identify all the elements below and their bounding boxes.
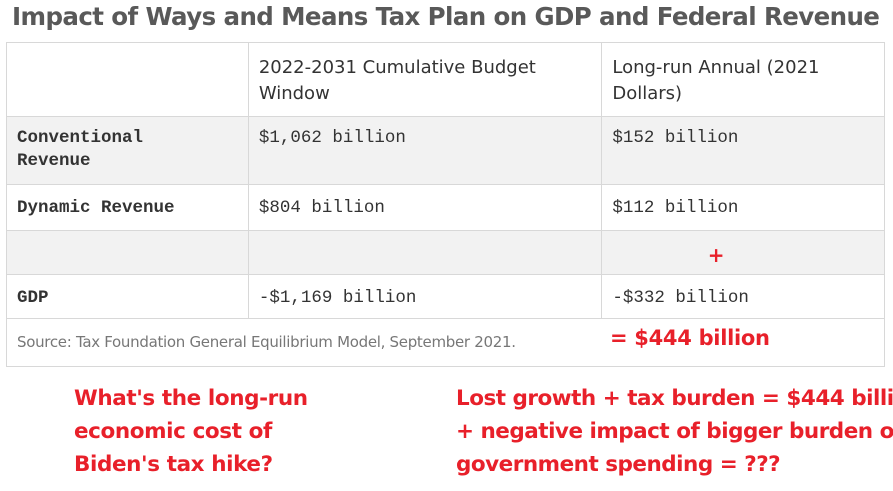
question-line-1: What's the long-run (74, 386, 308, 411)
gdp-long-run-value: -$332 billion (612, 288, 749, 308)
page-title: Impact of Ways and Means Tax Plan on GDP… (12, 2, 880, 31)
source-cell: Source: Tax Foundation General Equilibri… (6, 318, 885, 367)
conventional-budget-window-value: $1,062 billion (258, 128, 406, 148)
source-row: Source: Tax Foundation General Equilibri… (6, 318, 885, 367)
table-row: GDP -$1,169 billion -$332 billion (6, 274, 885, 319)
plus-annotation: + (707, 243, 725, 267)
header-cell-long-run: Long-run Annual (2021 Dollars) (601, 42, 885, 117)
long-run-cell: -$332 billion (601, 274, 885, 319)
row-label-dynamic: Dynamic Revenue (17, 198, 175, 218)
row-label-cell: Dynamic Revenue (6, 184, 249, 231)
long-run-cell: $152 billion (601, 116, 885, 185)
conventional-long-run-value: $152 billion (612, 128, 739, 148)
answer-annotation: Lost growth + tax burden = $444 billion … (456, 382, 893, 481)
gdp-budget-window-value: -$1,169 billion (258, 288, 417, 308)
table-row: + (6, 230, 885, 275)
row-label-conventional-line-1: Conventional (17, 128, 144, 148)
header-long-run-line-1: Long-run Annual (2021 (612, 57, 820, 78)
row-label-cell: Conventional Revenue (6, 116, 249, 185)
table-row: Dynamic Revenue $804 billion $112 billio… (6, 184, 885, 231)
header-cell-budget-window: 2022-2031 Cumulative Budget Window (247, 42, 603, 117)
source-note: Source: Tax Foundation General Equilibri… (17, 333, 516, 351)
header-cell-empty (6, 42, 249, 117)
budget-window-cell (247, 230, 603, 275)
row-label-cell (6, 230, 249, 275)
dynamic-budget-window-value: $804 billion (258, 198, 385, 218)
question-line-2: economic cost of (74, 419, 272, 444)
tax-impact-table: 2022-2031 Cumulative Budget Window Long-… (6, 42, 885, 367)
long-run-cell: + (601, 230, 885, 275)
row-label-conventional-line-2: Revenue (17, 151, 91, 171)
total-annotation: = $444 billion (610, 326, 770, 350)
header-budget-window-line-2: Window (258, 83, 330, 104)
dynamic-long-run-value: $112 billion (612, 198, 739, 218)
budget-window-cell: -$1,169 billion (247, 274, 603, 319)
answer-line-3: government spending = ??? (456, 452, 781, 477)
header-long-run-line-2: Dollars) (612, 83, 683, 104)
budget-window-cell: $804 billion (247, 184, 603, 231)
header-budget-window-line-1: 2022-2031 Cumulative Budget (258, 57, 536, 78)
long-run-cell: $112 billion (601, 184, 885, 231)
table-header-row: 2022-2031 Cumulative Budget Window Long-… (6, 42, 885, 117)
row-label-gdp: GDP (17, 288, 49, 308)
question-annotation: What's the long-run economic cost of Bid… (74, 382, 308, 481)
answer-line-2: + negative impact of bigger burden of (456, 419, 893, 444)
table-row: Conventional Revenue $1,062 billion $152… (6, 116, 885, 185)
question-line-3: Biden's tax hike? (74, 452, 273, 477)
row-label-cell: GDP (6, 274, 249, 319)
answer-line-1: Lost growth + tax burden = $444 billion (456, 386, 893, 411)
budget-window-cell: $1,062 billion (247, 116, 603, 185)
